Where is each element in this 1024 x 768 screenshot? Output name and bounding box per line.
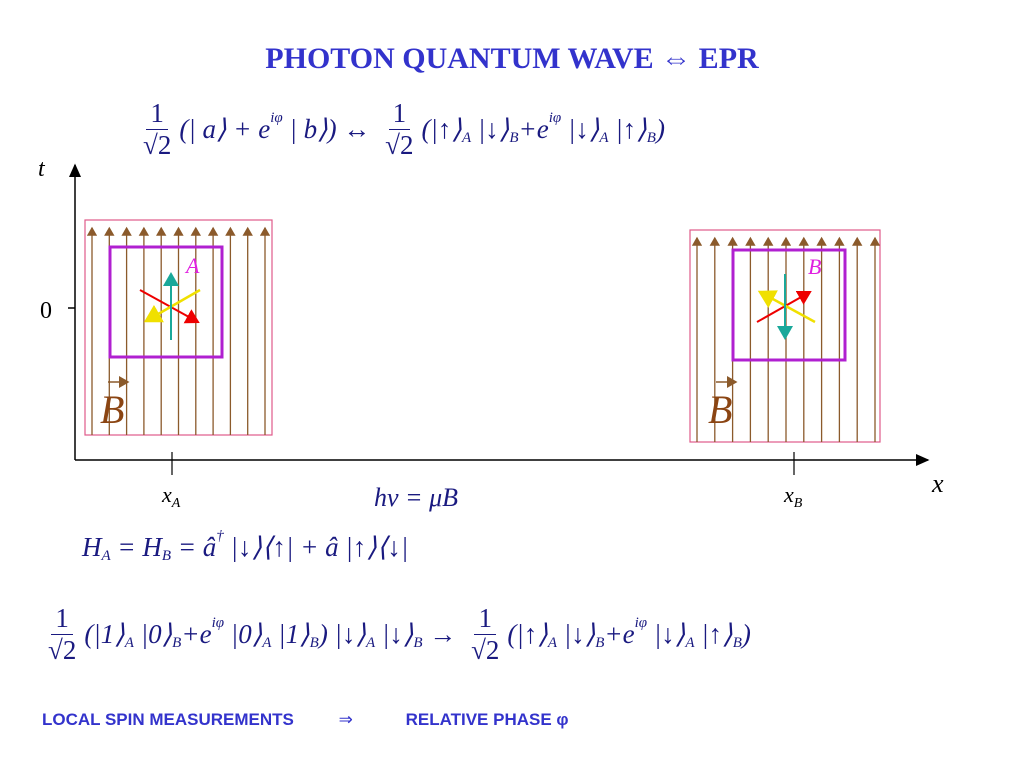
spin-arrow [756, 290, 812, 323]
equation-part: +e [518, 114, 549, 145]
footer-right: RELATIVE PHASE φ [405, 710, 569, 729]
equation-part: A [685, 635, 695, 652]
equation-part: B [509, 130, 519, 147]
equation-part: A [101, 548, 111, 564]
equation-part: |↑⟩ [694, 619, 733, 650]
title: PHOTON QUANTUM WAVE ⇔ EPR [265, 42, 759, 75]
region-a [108, 245, 224, 359]
footer: LOCAL SPIN MEASUREMENTS ⇒ RELATIVE PHASE… [42, 710, 569, 730]
equation-part: → [422, 619, 464, 650]
equation-part: iφ [211, 615, 225, 632]
equation-part: √2 [471, 635, 500, 666]
fraction: 1 √2 [381, 98, 417, 161]
region-b [731, 248, 847, 362]
equation-part: | b⟩) ↔ [282, 114, 378, 145]
equation-part: A [547, 635, 558, 652]
equation: 1 √2 (|1⟩ A |0⟩ B +e iφ |0⟩ A |1⟩ B) |↓⟩ A |↓⟩ B →… [40, 603, 751, 666]
equation-part: B [161, 548, 172, 564]
spin-arrow [143, 288, 201, 323]
equation-part: |0⟩ [133, 619, 173, 650]
fraction: 1 √2 [139, 98, 175, 161]
spin-arrow [139, 289, 200, 324]
equation-part: = H [110, 532, 162, 562]
equation-part: B [732, 635, 742, 652]
equation-part: √2 [385, 130, 414, 161]
equation-part: B [413, 635, 423, 652]
equation-part: |↓⟩ [561, 114, 600, 145]
t-label: t [38, 156, 46, 182]
equation-part: iφ [270, 110, 283, 127]
equation-part: (| a⟩ + e [179, 114, 271, 145]
fraction: 1 √2 [467, 603, 503, 666]
equation-part: |0⟩ [224, 619, 263, 650]
resonance: hν = μB [374, 483, 458, 512]
box-b [689, 229, 881, 443]
equation-part: = â [171, 532, 217, 562]
equation-part: H [82, 532, 102, 562]
equation-part: A [124, 635, 134, 652]
equation-part: (|↑⟩ [507, 619, 548, 650]
diagram: t 0 x xA xB hν = μB A B B B [38, 156, 944, 512]
equation-part: † [216, 528, 224, 544]
equation-part: iφ [548, 110, 562, 127]
footer-left: LOCAL SPIN MEASUREMENTS [42, 710, 294, 729]
equation-part: (|1⟩ [84, 619, 125, 650]
xa-label: xA [161, 482, 181, 511]
equation-part: |↑⟩ [608, 114, 647, 145]
equation-part: +e [604, 619, 635, 650]
equation-part: |↓⟩ [471, 114, 510, 145]
equation-part: B [309, 635, 319, 652]
equation-part: A [461, 130, 472, 147]
equation-part: |↓⟩⟨↑| + â |↑⟩⟨↓| [223, 532, 409, 562]
equation-part: A [366, 635, 376, 652]
equation-part: ) [655, 114, 665, 145]
equation-part: B [646, 130, 656, 147]
xb-label: xB [783, 482, 803, 511]
equation-part: √2 [48, 635, 77, 666]
equation-part: A [599, 130, 609, 147]
equation-part: 1 [388, 98, 411, 131]
equation-part: 1 [146, 98, 168, 131]
field-label: B [708, 387, 732, 432]
spin-arrow [757, 290, 816, 324]
field-label: B [100, 387, 124, 432]
zero-label: 0 [40, 298, 52, 324]
footer-arrow: ⇒ [338, 710, 353, 729]
x-label: x [931, 469, 944, 498]
label-b: B [808, 254, 821, 279]
equation-part: ) [741, 619, 751, 650]
equation-part: |↓⟩ [557, 619, 596, 650]
equation-part: (|↑⟩ [421, 114, 462, 145]
fraction: 1 √2 [44, 603, 80, 666]
equation-part: |1⟩ [271, 619, 310, 650]
equation-part: 1 [474, 603, 496, 636]
equation-part: B [172, 635, 182, 652]
equation: 1 √2 (| a⟩ + e iφ | b⟩) ↔ 1 √2 (|↑⟩ A |↓⟩ B +e iφ… [135, 98, 665, 161]
equation-part: √2 [143, 130, 172, 161]
equation-part: B [595, 635, 605, 652]
equation-part: iφ [634, 615, 648, 632]
equation-part: |↓⟩ [647, 619, 686, 650]
equation-part: +e [181, 619, 212, 650]
equation-part: |↓⟩ [375, 619, 414, 650]
equation-part: 1 [51, 603, 73, 636]
equation-part: A [262, 635, 272, 652]
equation-part: ) |↓⟩ [318, 619, 367, 650]
label-a: A [184, 253, 200, 278]
